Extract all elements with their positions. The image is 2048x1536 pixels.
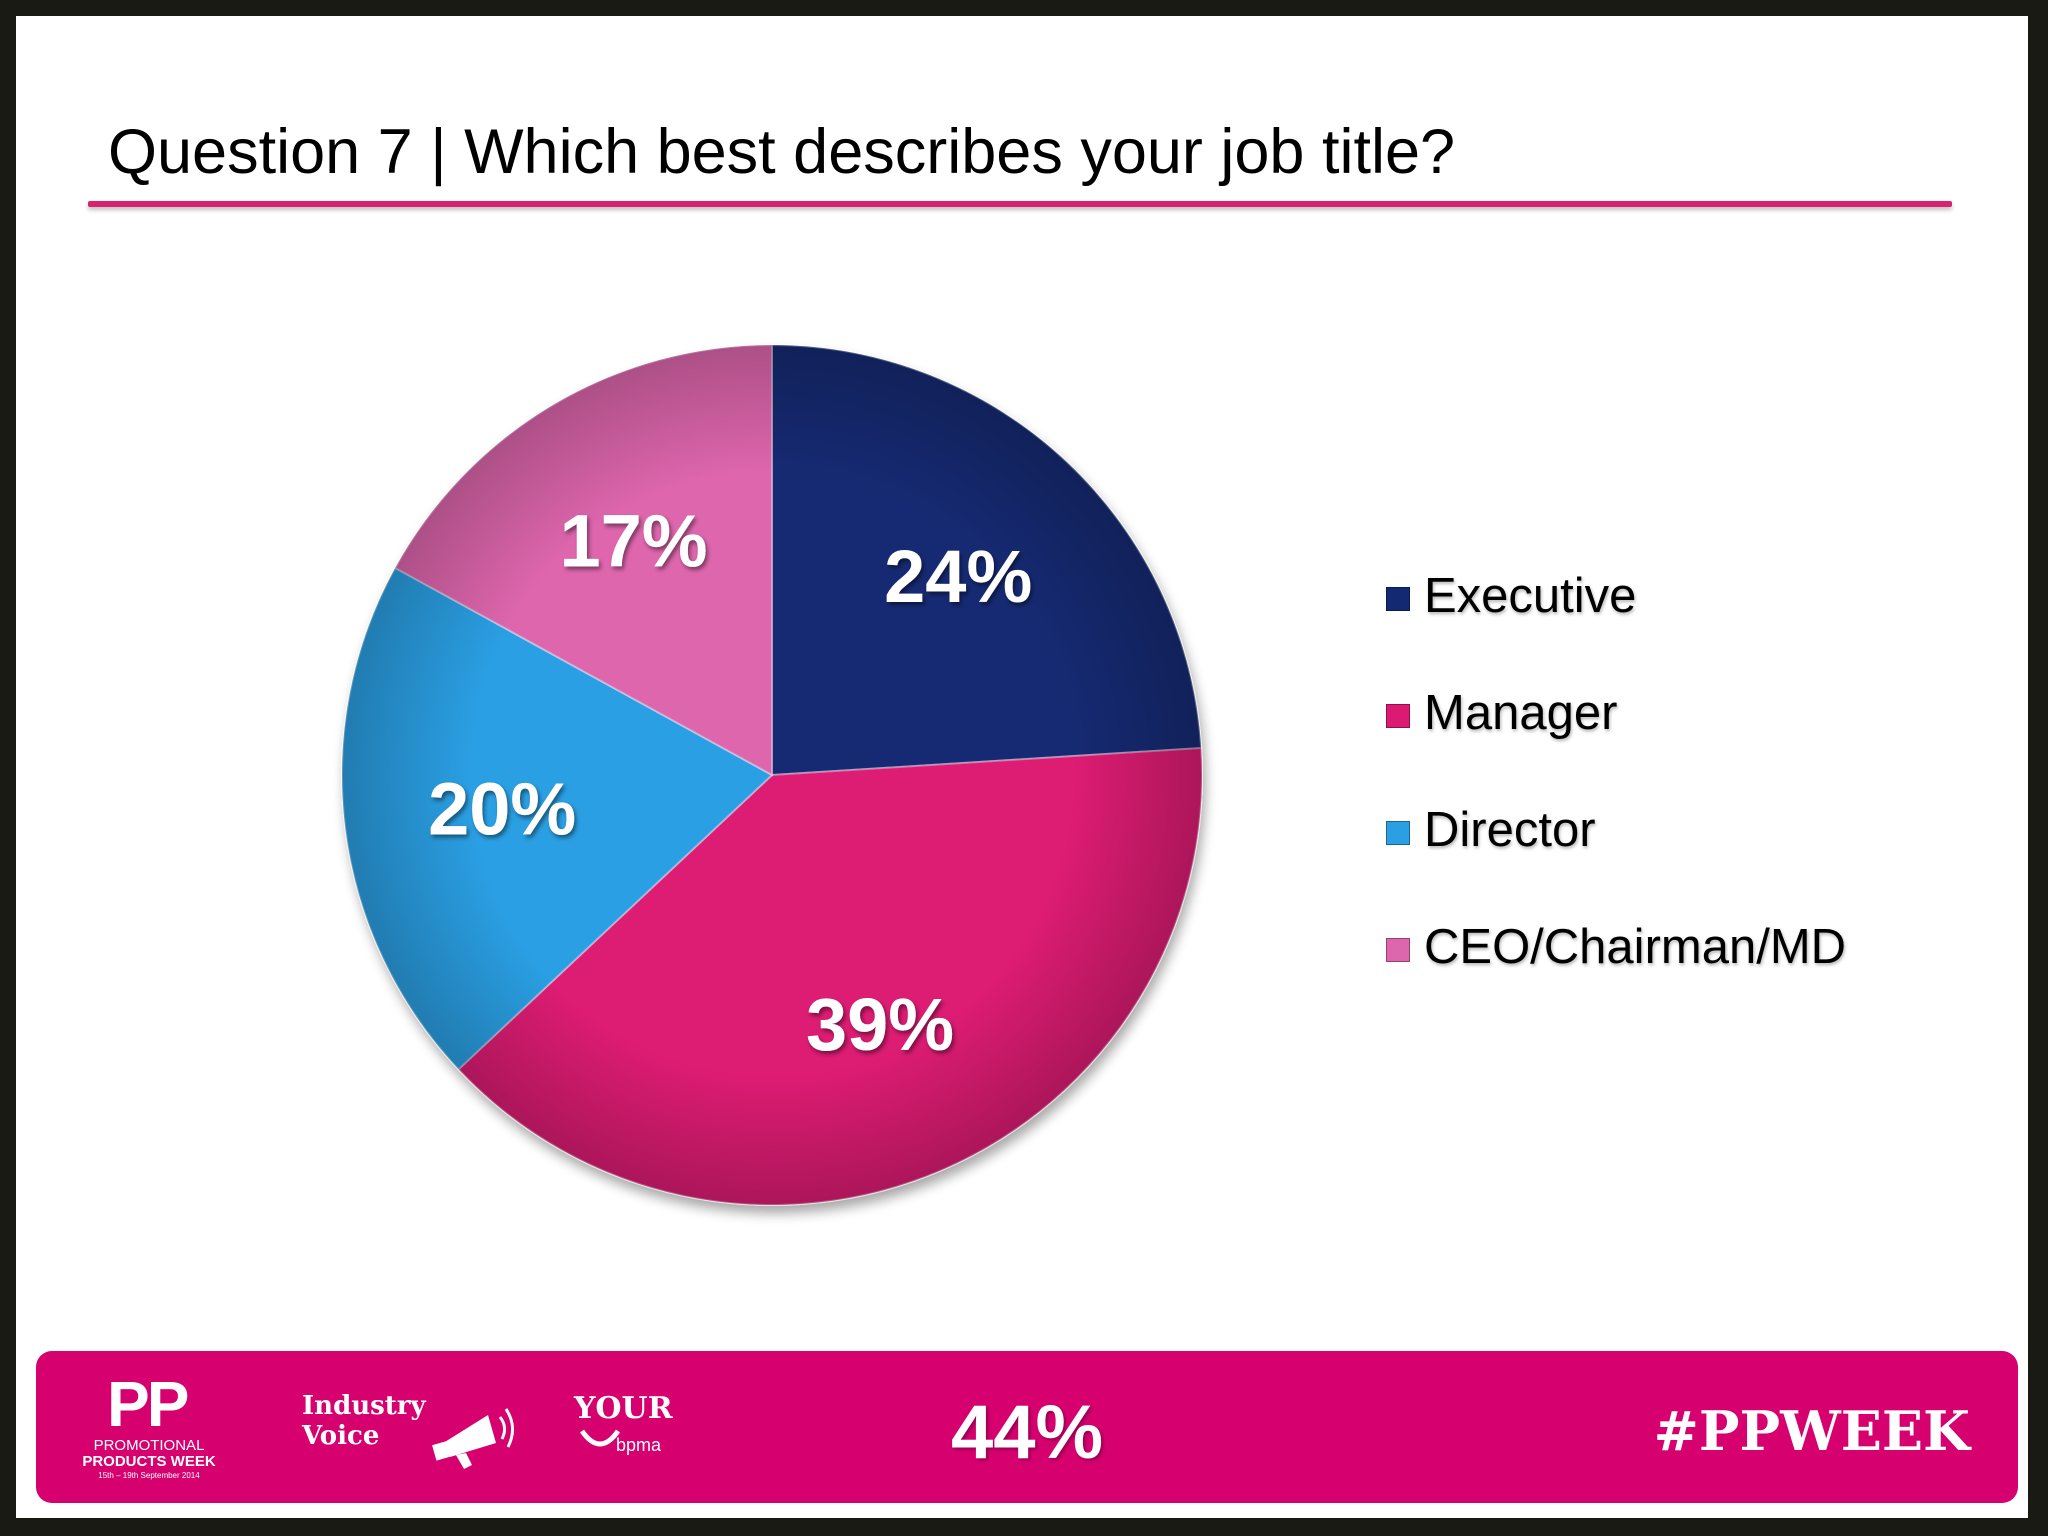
title-divider [88, 201, 1952, 207]
legend-swatch [1386, 938, 1410, 962]
megaphone-icon [432, 1408, 514, 1469]
data-label-ceo-chairman-md: 17% [559, 499, 707, 582]
legend-label: CEO/Chairman/MD [1424, 920, 1847, 974]
your-bpma-word1: YOUR [574, 1391, 673, 1426]
legend-swatch [1386, 821, 1410, 845]
smile-icon [580, 1429, 620, 1447]
data-label-manager: 39% [806, 983, 954, 1066]
footer-banner: PP PROMOTIONAL PRODUCTS WEEK 15th – 19th… [36, 1351, 2018, 1503]
slide-title: Question 7 | Which best describes your j… [108, 117, 1456, 187]
legend-swatch [1386, 587, 1410, 611]
slide: Question 7 | Which best describes your j… [16, 16, 2028, 1518]
legend-label: Manager [1424, 686, 1618, 740]
industry-voice-logo: Industry Voice [302, 1391, 532, 1481]
hashtag: #PPWEEK [1653, 1399, 1970, 1463]
data-label-director: 20% [428, 768, 576, 851]
pie-chart: 24% 39% 20% 17% [341, 343, 1203, 1206]
pp-week-logo: PP PROMOTIONAL PRODUCTS WEEK 15th – 19th… [74, 1367, 224, 1485]
pp-logo-line2: PRODUCTS WEEK [82, 1453, 216, 1470]
data-label-executive: 24% [884, 535, 1032, 618]
industry-voice-word2: Voice [302, 1421, 380, 1451]
your-bpma-logo: YOUR bpma [574, 1391, 684, 1481]
footer-percentage: 44% [950, 1390, 1104, 1475]
your-bpma-word2: bpma [616, 1435, 662, 1455]
pp-logo-dates: 15th – 19th September 2014 [98, 1471, 200, 1480]
pp-logo-mark: PP [107, 1368, 189, 1440]
industry-voice-word1: Industry [302, 1391, 426, 1421]
legend-label: Executive [1424, 569, 1637, 623]
legend-swatch [1386, 704, 1410, 728]
legend-label: Director [1424, 803, 1596, 857]
pp-logo-line1: PROMOTIONAL [93, 1437, 205, 1454]
